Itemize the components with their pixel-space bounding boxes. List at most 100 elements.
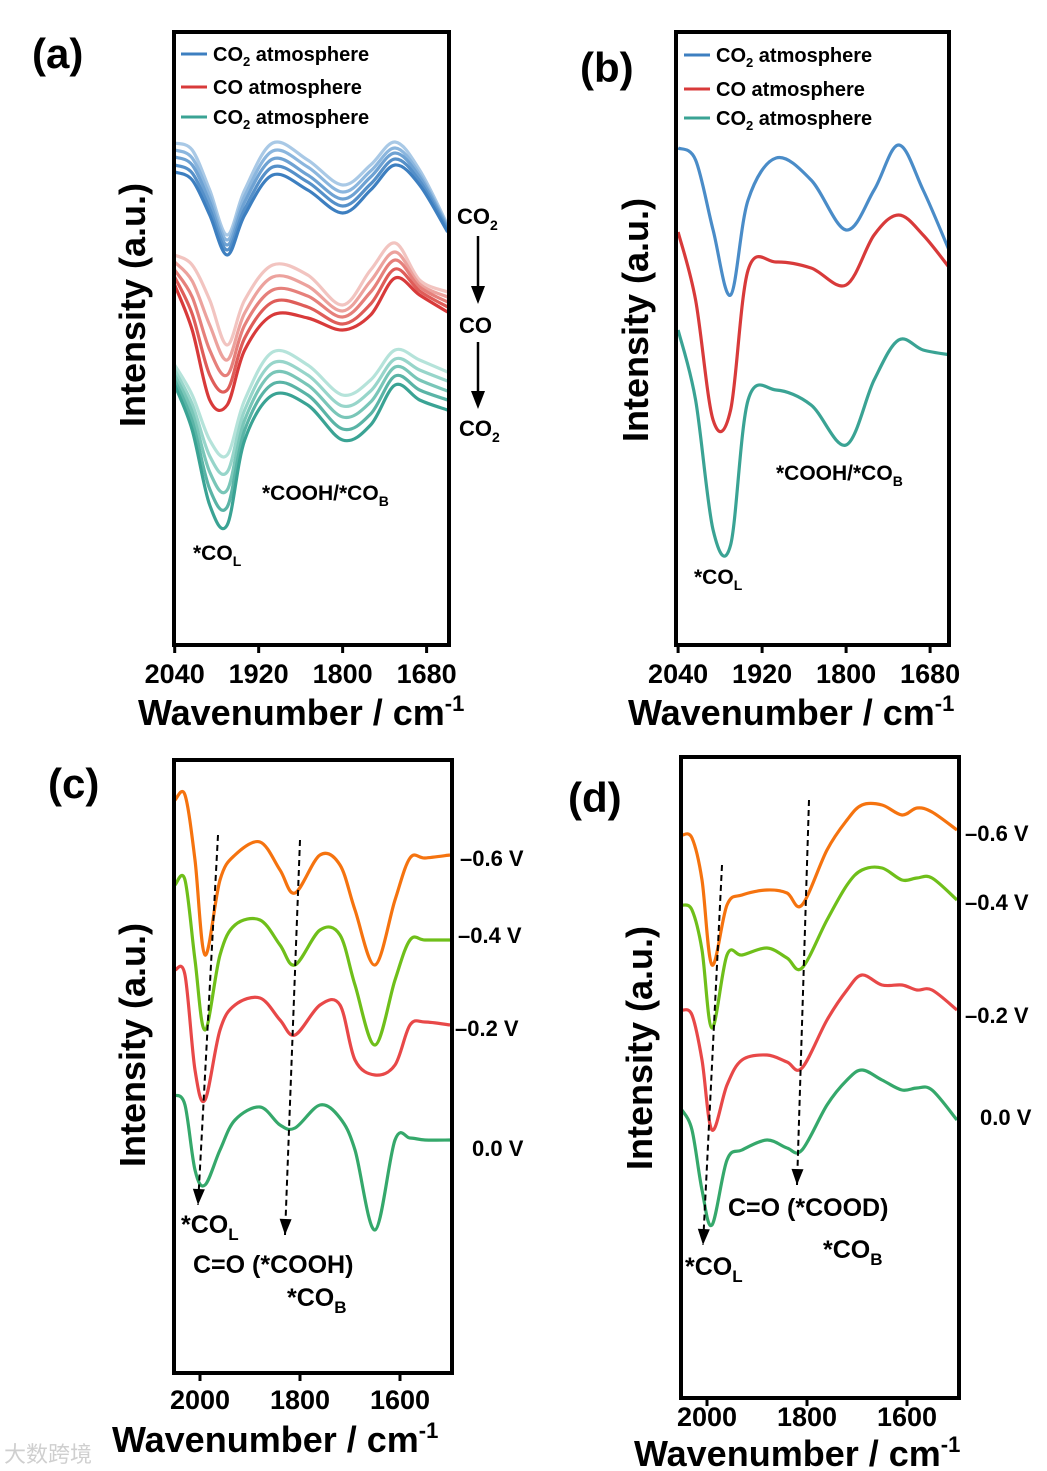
arrow-head-icon xyxy=(192,1188,205,1205)
series-line xyxy=(174,347,449,459)
series-line xyxy=(174,1093,451,1232)
series-line xyxy=(174,241,449,347)
x-tick-label: 1920 xyxy=(229,659,289,689)
legend-entry: CO2 atmosphere xyxy=(213,44,369,69)
panel-label-a: (a) xyxy=(32,30,83,77)
panel-label-b: (b) xyxy=(580,44,634,91)
annotation-cooh-c: C=O (*COOH) xyxy=(193,1251,353,1279)
plot-frame xyxy=(679,755,961,1400)
series-line xyxy=(174,364,449,495)
potential-label: –0.2 V xyxy=(965,1003,1029,1028)
annotation-cood-d: C=O (*COOD) xyxy=(728,1194,888,1222)
annotation-col-a: *COL xyxy=(193,542,242,569)
annotation-cooh-a: *COOH/*COB xyxy=(262,482,389,509)
legend-entry: CO2 atmosphere xyxy=(716,45,872,70)
series-line xyxy=(681,865,959,1030)
potential-label: 0.0 V xyxy=(980,1105,1032,1130)
series-group xyxy=(681,801,959,1228)
x-tick-label: 2000 xyxy=(677,1402,737,1432)
potential-label: –0.2 V xyxy=(455,1016,519,1041)
arrow-head-icon xyxy=(697,1228,710,1245)
legend-entry: CO atmosphere xyxy=(716,79,865,101)
series-line xyxy=(174,157,449,252)
y-axis-label-c: Intensity (a.u.) xyxy=(112,923,153,1167)
series-line xyxy=(174,163,449,257)
panel-label-d: (d) xyxy=(568,774,622,821)
x-tick-label: 1800 xyxy=(777,1402,837,1432)
legend-entry: CO2 atmosphere xyxy=(716,108,872,133)
x-axis-label-b: Wavenumber / cm-1 xyxy=(628,691,954,733)
legend-entry: CO2 atmosphere xyxy=(213,107,369,132)
series-line xyxy=(174,964,451,1104)
x-tick-label: 2040 xyxy=(145,659,205,689)
dashed-shift-line xyxy=(796,799,810,1186)
series-line xyxy=(677,143,949,297)
y-axis-label-d: Intensity (a.u.) xyxy=(619,926,660,1170)
panel-label-c: (c) xyxy=(48,760,99,807)
plot-panel-a: 2040 1920 1800 1680 xyxy=(145,30,457,689)
x-tick-label: 1680 xyxy=(900,659,960,689)
watermark: 大数跨境 xyxy=(4,1443,93,1468)
arrow-head-icon xyxy=(471,286,485,304)
plot-frame xyxy=(172,758,454,1375)
x-axis-label-d: Wavenumber / cm-1 xyxy=(634,1432,960,1471)
series-line xyxy=(174,382,449,531)
series-line xyxy=(174,267,449,394)
atmosphere-sequence: CO2 CO CO2 xyxy=(457,204,500,445)
series-group xyxy=(676,143,949,558)
series-line xyxy=(174,258,449,378)
plot-frame xyxy=(172,30,451,647)
x-axis-label-a: Wavenumber / cm-1 xyxy=(138,691,464,733)
arrow-head-icon xyxy=(791,1168,804,1185)
series-line xyxy=(174,275,449,412)
legend-b: CO2 atmosphere CO atmosphere CO2 atmosph… xyxy=(684,45,872,133)
sequence-step: CO2 xyxy=(457,204,498,233)
sequence-step: CO2 xyxy=(459,416,500,445)
legend-a: CO2 atmosphere CO atmosphere CO2 atmosph… xyxy=(181,44,369,132)
arrow-head-icon xyxy=(471,391,485,409)
annotation-col-b: *COL xyxy=(694,566,743,593)
series-line xyxy=(676,329,949,558)
series-line xyxy=(174,356,449,476)
dashed-shift-line xyxy=(284,839,301,1236)
annotation-cooh-b: *COOH/*COB xyxy=(776,462,903,489)
y-axis-label-a: Intensity (a.u.) xyxy=(112,183,153,427)
sequence-step: CO xyxy=(459,313,492,338)
potential-label: –0.4 V xyxy=(965,890,1029,915)
y-axis-label-b: Intensity (a.u.) xyxy=(615,198,656,442)
series-line xyxy=(681,973,959,1132)
annotation-cob-d: *COB xyxy=(823,1236,883,1269)
series-line xyxy=(681,1068,959,1228)
series-line xyxy=(676,213,949,434)
x-tick-label: 1600 xyxy=(877,1402,937,1432)
potential-label: 0.0 V xyxy=(472,1136,524,1161)
plot-frame xyxy=(674,30,951,647)
series-line xyxy=(174,250,449,362)
annotation-col-c: *COL xyxy=(181,1211,239,1244)
plot-panel-b: 2040 1920 1800 1680 xyxy=(648,30,960,689)
x-tick-label: 1800 xyxy=(313,659,373,689)
x-tick-label: 2040 xyxy=(648,659,708,689)
x-tick-label: 1920 xyxy=(732,659,792,689)
x-tick-label: 1800 xyxy=(270,1385,330,1415)
series-line xyxy=(174,373,449,512)
x-tick-label: 1800 xyxy=(816,659,876,689)
potential-label: –0.4 V xyxy=(458,923,522,948)
x-tick-label: 1680 xyxy=(397,659,457,689)
legend-entry: CO atmosphere xyxy=(213,77,362,99)
x-tick-label: 1600 xyxy=(370,1385,430,1415)
potential-label: –0.6 V xyxy=(965,821,1029,846)
series-line xyxy=(174,146,449,242)
series-line xyxy=(681,801,958,967)
series-line xyxy=(174,151,449,247)
series-group xyxy=(174,140,449,531)
dashed-shift-line xyxy=(197,834,219,1206)
x-tick-label: 2000 xyxy=(170,1385,230,1415)
arrow-head-icon xyxy=(279,1218,292,1235)
annotation-col-d: *COL xyxy=(685,1253,743,1286)
series-line xyxy=(174,140,449,237)
x-axis-label-c: Wavenumber / cm-1 xyxy=(112,1418,438,1460)
series-line xyxy=(174,789,451,967)
annotation-cob-c: *COB xyxy=(287,1284,347,1317)
